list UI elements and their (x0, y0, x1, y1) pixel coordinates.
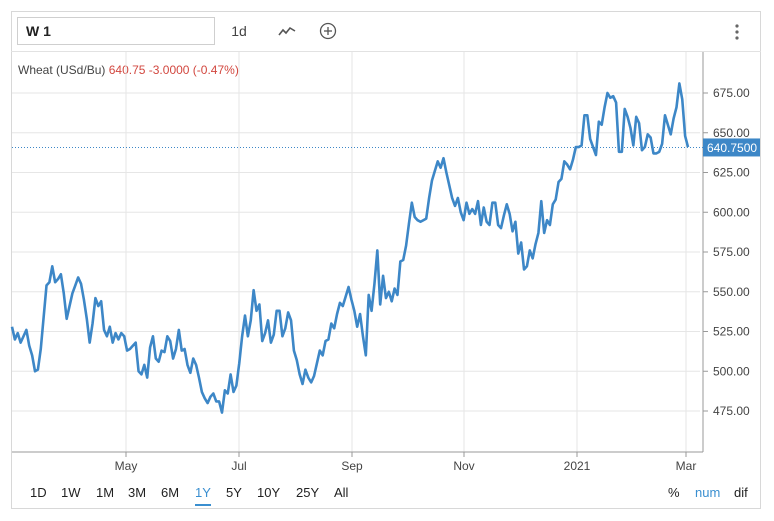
period-button[interactable]: 1d (231, 23, 247, 39)
line-chart-icon (278, 26, 296, 36)
legend-name: Wheat (USd/Bu) (18, 63, 106, 77)
y-tick-label: 625.00 (713, 166, 750, 180)
y-tick-label: 675.00 (713, 86, 750, 100)
series-line-wheat (10, 82, 690, 414)
range-button-25y[interactable]: 25Y (296, 485, 320, 500)
add-indicator-button[interactable] (315, 19, 341, 43)
chart-toolbar: 1d (11, 11, 761, 52)
y-tick-label: 575.00 (713, 245, 750, 259)
vertical-dots-icon (735, 24, 739, 40)
x-tick-label: 2021 (564, 459, 591, 473)
range-button-1w[interactable]: 1W (61, 485, 81, 500)
chart-legend: Wheat (USd/Bu) 640.75 -3.0000 (-0.47%) (18, 63, 239, 77)
x-tick-labels: May Jul Sep Nov 2021 Mar (115, 459, 697, 473)
range-button-1d[interactable]: 1D (30, 485, 47, 500)
y-tick-label: 550.00 (713, 285, 750, 299)
last-price-badge: 640.7500 (703, 138, 760, 157)
grid-lines (12, 52, 700, 452)
menu-button[interactable] (729, 19, 745, 43)
chart-type-button[interactable] (273, 19, 301, 43)
legend-change: -3.0000 (-0.47%) (148, 63, 239, 77)
circle-plus-icon (319, 22, 337, 40)
mode-button-num[interactable]: num (695, 485, 721, 500)
legend-price: 640.75 (108, 63, 146, 77)
mode-button-dif[interactable]: dif (734, 485, 748, 500)
y-tick-label: 600.00 (713, 205, 750, 219)
last-price-badge-bg (703, 138, 760, 157)
y-tick-label: 525.00 (713, 325, 750, 339)
range-button-3m[interactable]: 3M (128, 485, 147, 500)
y-tick-label: 475.00 (713, 404, 750, 418)
chart-frame (11, 11, 761, 509)
range-button-1y[interactable]: 1Y (195, 482, 211, 506)
axes (12, 52, 708, 457)
range-button-all[interactable]: All (334, 485, 349, 500)
x-tick-label: May (115, 459, 138, 473)
range-button-1m[interactable]: 1M (96, 485, 115, 500)
mode-button-percent[interactable]: % (668, 485, 680, 500)
last-price-badge-text: 640.7500 (707, 141, 757, 155)
x-tick-label: Sep (341, 459, 363, 473)
range-button-5y[interactable]: 5Y (226, 485, 242, 500)
range-button-10y[interactable]: 10Y (257, 485, 281, 500)
y-tick-label: 500.00 (713, 364, 750, 378)
range-button-6m[interactable]: 6M (161, 485, 180, 500)
x-tick-label: Jul (231, 459, 246, 473)
range-selector: 1D 1W 1M 3M 6M 1Y 5Y 10Y 25Y All% num dif (11, 480, 761, 506)
y-tick-labels: 675.00 650.00 625.00 600.00 575.00 550.00 525.… (713, 86, 750, 418)
x-tick-label: Mar (676, 459, 697, 473)
x-tick-label: Nov (453, 459, 474, 473)
symbol-input[interactable] (17, 17, 215, 45)
y-tick-label: 650.00 (713, 126, 750, 140)
